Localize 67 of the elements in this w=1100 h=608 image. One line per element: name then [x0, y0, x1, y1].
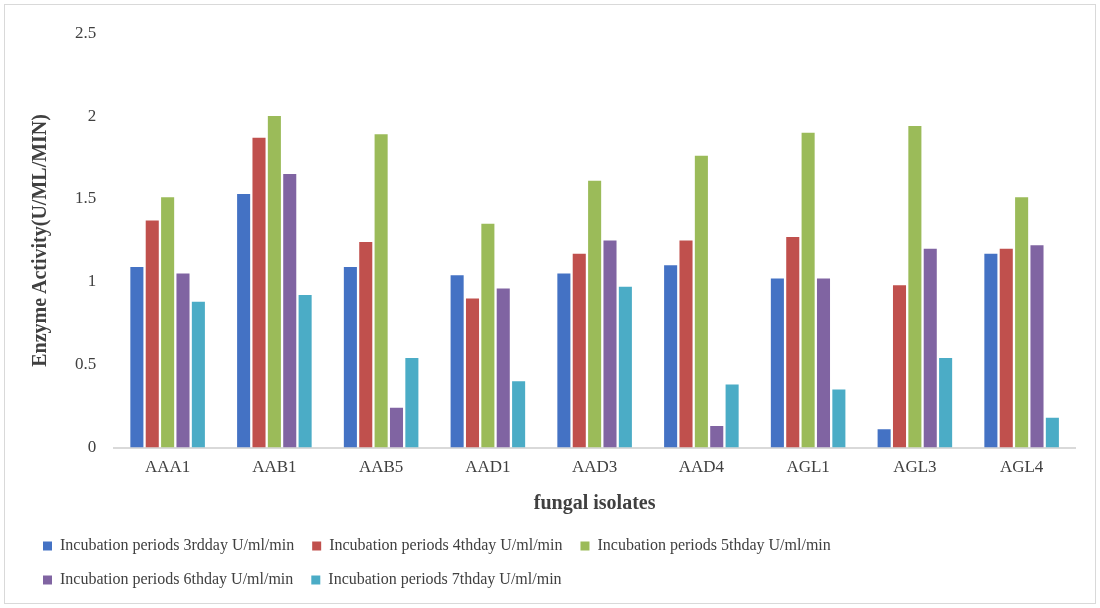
bar [816, 278, 831, 448]
bar [374, 134, 388, 448]
bar [191, 301, 205, 448]
bar [588, 180, 602, 448]
bar [908, 126, 922, 448]
bar [1015, 197, 1029, 448]
bar [267, 116, 281, 448]
bar [618, 286, 632, 448]
bar [939, 358, 953, 448]
bar [557, 273, 571, 448]
bar [679, 240, 693, 448]
y-tick-label: 0.5 [75, 354, 97, 374]
legend-label: Incubation periods 3rdday U/ml/min [60, 536, 295, 555]
x-tick-label: AGL4 [999, 457, 1044, 477]
bar [1045, 417, 1059, 448]
bar [801, 132, 815, 448]
bar [603, 240, 617, 448]
legend-label: Incubation periods 6thday U/ml/min [60, 570, 294, 589]
bar [389, 407, 404, 448]
x-tick-label: AAD1 [465, 457, 511, 477]
y-axis-title: Enzyme Activity(U/ML/MIN) [28, 114, 52, 367]
bar [725, 384, 739, 448]
bar [496, 288, 510, 448]
bar [892, 285, 907, 448]
bar [130, 266, 144, 448]
x-tick-label: AAA1 [144, 457, 191, 477]
bar [252, 137, 266, 448]
x-tick-label: AGL1 [786, 457, 830, 477]
bar [405, 358, 419, 448]
y-tick-label: 0 [87, 437, 97, 457]
x-tick-label: AAD3 [571, 457, 618, 477]
x-tick-label: AGL3 [893, 457, 937, 477]
bar [877, 429, 891, 448]
bar [512, 381, 526, 448]
bar [481, 223, 495, 448]
bar [237, 193, 251, 448]
bar [283, 174, 297, 448]
legend-label: Incubation periods 5thday U/ml/min [597, 536, 831, 555]
legend-label: Incubation periods 4thday U/ml/min [329, 536, 563, 555]
bar [786, 237, 800, 448]
x-tick-label: AAB5 [358, 457, 404, 477]
bar [999, 248, 1013, 448]
bar [572, 253, 586, 448]
bar [176, 273, 190, 448]
x-axis-title: fungal isolates [533, 491, 656, 515]
bar [694, 155, 708, 448]
bar [450, 275, 464, 448]
y-tick-label: 1 [87, 271, 97, 291]
x-tick-label: AAD4 [678, 457, 725, 477]
bar [1030, 245, 1044, 448]
bar [343, 266, 357, 448]
bar [832, 389, 846, 448]
x-tick-label: AAB1 [252, 457, 297, 477]
bar [359, 242, 373, 448]
y-tick-label: 1.5 [75, 188, 97, 208]
y-tick-label: 2.5 [75, 22, 97, 42]
bar [710, 426, 724, 448]
bar [161, 197, 175, 448]
bar [664, 265, 678, 448]
bar [465, 298, 480, 448]
legend-label: Incubation periods 7thday U/ml/min [328, 570, 562, 589]
bar [298, 295, 312, 448]
bar [923, 248, 937, 448]
bar [984, 253, 998, 448]
y-tick-label: 2 [87, 105, 97, 125]
bar [770, 278, 784, 448]
bar [145, 220, 159, 448]
